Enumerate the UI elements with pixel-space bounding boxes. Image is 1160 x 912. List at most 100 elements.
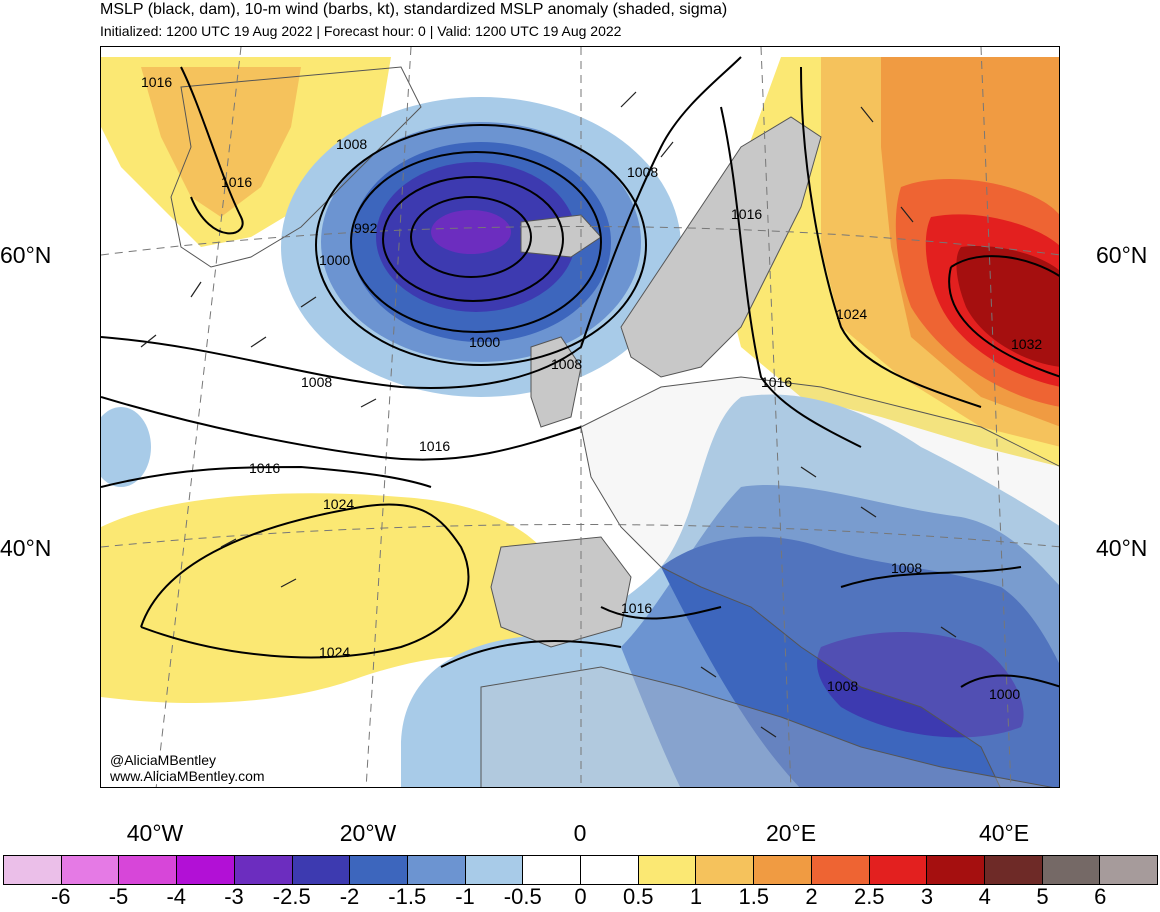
colorbar-swatch	[638, 856, 697, 884]
colorbar-swatch	[696, 856, 755, 884]
colorbar-swatch	[292, 856, 351, 884]
meridian-20e	[760, 47, 792, 787]
north-africa-land	[480, 666, 1053, 787]
colorbar-tick-label: 4	[978, 884, 991, 909]
colorbar-tick-label: 0	[574, 884, 587, 909]
lon-label-40w: 40°W	[126, 820, 184, 846]
colorbar-swatch	[581, 856, 639, 884]
isobar-label: 1024	[323, 496, 354, 512]
colorbar-swatch	[119, 856, 178, 884]
colorbar-tick-label: -4	[166, 884, 187, 909]
isobar-1016-greenland	[180, 66, 244, 235]
anomaly-shading	[101, 57, 1059, 787]
colorbar-tick-label: -5	[108, 884, 129, 909]
isobar-label: 1008	[827, 678, 858, 694]
isobar-1024-east	[800, 66, 982, 408]
wind-barb	[660, 141, 674, 158]
isobar-label: 1008	[336, 136, 367, 152]
isobar-1000	[350, 151, 602, 333]
iberia-land	[490, 536, 632, 648]
credit-site: www.AliciaMBentley.com	[110, 768, 265, 784]
lat-label-40n-left: 40°N	[0, 535, 52, 561]
isobar-label: 1016	[621, 600, 652, 616]
colorbar-tick-label: 0.5	[622, 884, 654, 909]
lat-label-60n-left: 60°N	[0, 242, 52, 268]
lon-label-0: 0	[573, 820, 587, 846]
isobar-1004	[315, 124, 647, 366]
parallel-40n	[101, 524, 1059, 548]
lon-label-40e: 40°E	[978, 820, 1030, 846]
isobar-label: 1016	[761, 374, 792, 390]
colorbar-swatch	[234, 856, 293, 884]
isobar-label: 1000	[319, 252, 350, 268]
isobar-1016-iberia	[440, 640, 622, 668]
colorbar-swatch	[927, 856, 985, 884]
lat-label-60n-right: 60°N	[1096, 242, 1148, 268]
low-anomaly-5	[431, 210, 511, 254]
isobar-1008-med	[840, 566, 1022, 588]
graticule	[101, 47, 1059, 787]
colorbar-swatch	[465, 856, 524, 884]
meridian-40w	[155, 47, 242, 787]
colorbar-tick-label: -6	[50, 884, 71, 909]
isobar-996	[382, 176, 564, 302]
colorbar-swatch	[61, 856, 120, 884]
wind-barb	[760, 726, 777, 738]
isobar-label: 1016	[221, 174, 252, 190]
colorbar-swatch	[523, 856, 582, 884]
isobar-label: 1016	[731, 206, 762, 222]
isobar-1000-med	[960, 674, 1059, 688]
colorbar-swatch	[4, 856, 62, 884]
colorbar-tick-label: 2	[805, 884, 818, 909]
colorbar-tick-label: 1	[689, 884, 703, 909]
meridian-20w	[365, 47, 412, 787]
isobars	[101, 56, 1059, 688]
isobar-label-group: 1016 1016 1008 992 1000 1000 1008 1008 1…	[141, 74, 1042, 702]
colorbar	[3, 855, 1158, 885]
map-title: MSLP (black, dam), 10-m wind (barbs, kt)…	[100, 1, 728, 18]
isobar-label: 1016	[249, 460, 280, 476]
wind-barb	[280, 578, 297, 588]
colorbar-swatch	[984, 856, 1043, 884]
parallel-60n	[101, 226, 1059, 256]
isobar-1016-med	[600, 606, 722, 620]
wind-barb	[250, 336, 267, 348]
isobar-label: 1024	[836, 306, 867, 322]
colorbar-swatch	[1042, 856, 1101, 884]
map-subtitle: Initialized: 1200 UTC 19 Aug 2022 | Fore…	[100, 23, 622, 39]
isobar-label: 1000	[469, 334, 500, 350]
isobar-label: 1000	[989, 686, 1020, 702]
british-isles-land	[530, 336, 582, 428]
wind-barb	[620, 91, 637, 108]
lon-label-20e: 20°E	[765, 820, 817, 846]
colorbar-tick-label: -2	[339, 884, 360, 909]
wind-barbs	[140, 91, 957, 738]
isobar-label: 992	[354, 220, 378, 236]
west-negative-anomaly	[101, 407, 151, 487]
colorbar-tick-label: 5	[1036, 884, 1049, 909]
isobar-1016-west	[101, 396, 582, 461]
colorbar-tick-label: 3	[920, 884, 934, 909]
credit-handle: @AliciaMBentley	[110, 752, 217, 768]
wind-barb	[860, 506, 877, 518]
greenland-land	[170, 66, 422, 268]
med-negative-anomaly-4	[817, 632, 1024, 738]
isobar-1016-south	[101, 465, 432, 488]
wind-barb	[860, 106, 874, 123]
colorbar-swatch	[177, 856, 235, 884]
lon-label-20w: 20°W	[339, 820, 397, 846]
isobar-1024	[140, 503, 470, 659]
land-masses	[170, 66, 1059, 787]
isobar-label: 1016	[419, 438, 450, 454]
colorbar-swatch	[350, 856, 408, 884]
isobar-label: 1016	[141, 74, 172, 90]
greenland-positive-anomaly-core	[141, 67, 301, 217]
isobar-1032	[948, 255, 1059, 378]
map-panel: 1016 1016 1008 992 1000 1000 1008 1008 1…	[100, 46, 1060, 788]
wind-barb	[900, 206, 914, 223]
wind-barb	[800, 466, 817, 478]
colorbar-tick-label: -0.5	[503, 884, 542, 909]
isobar-1016-east	[720, 106, 862, 448]
wind-barb	[300, 296, 317, 308]
isobar-label: 1008	[627, 164, 658, 180]
